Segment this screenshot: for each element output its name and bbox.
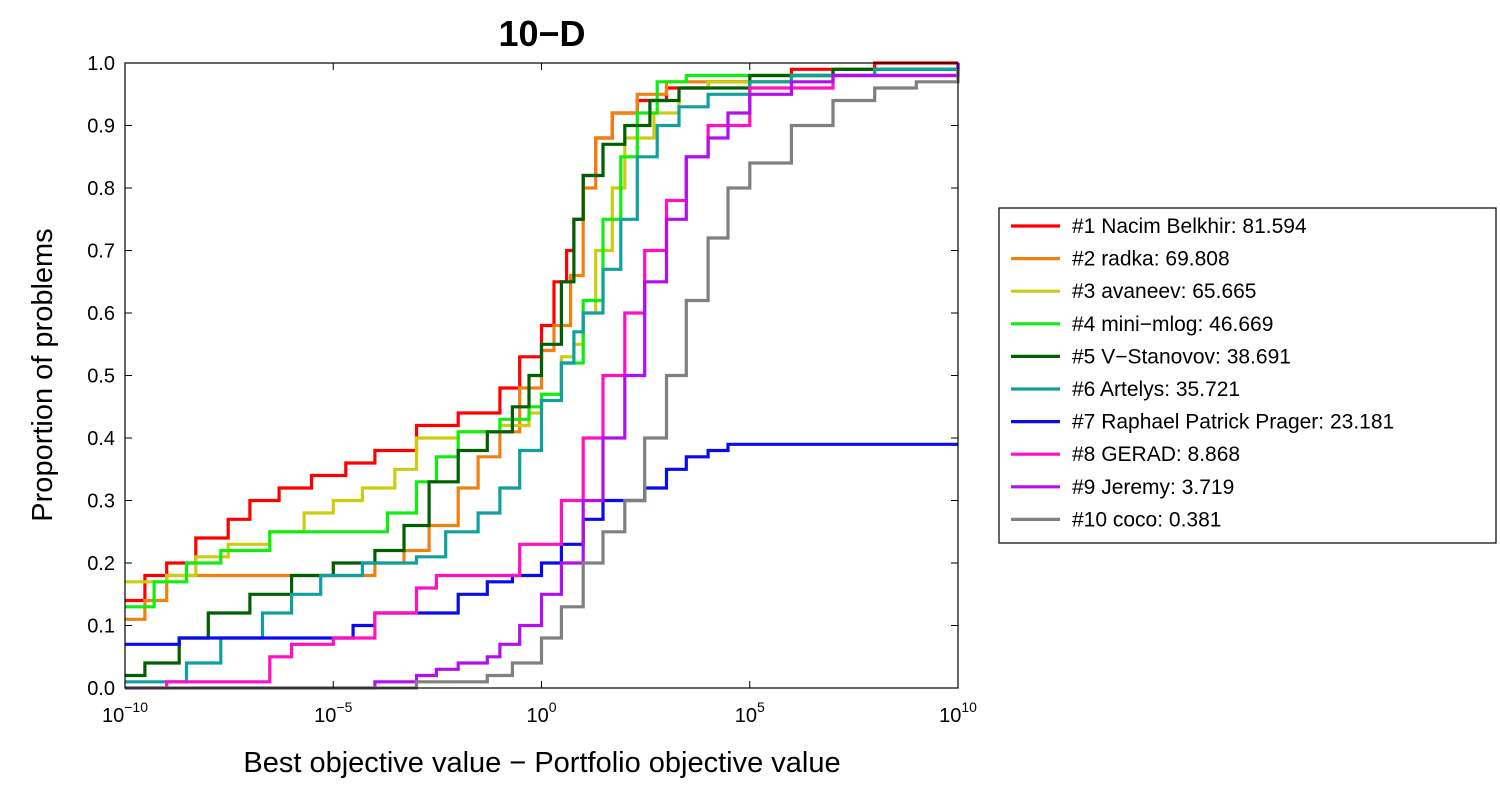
x-tick-base: 10	[314, 705, 336, 727]
y-tick-label: 0.4	[87, 428, 115, 450]
y-tick-label: 0.9	[87, 116, 115, 138]
series-line-9	[125, 63, 960, 690]
y-tick-label: 0.8	[87, 178, 115, 200]
x-tick-base: 10	[102, 705, 124, 727]
y-axis-label: Proportion of problems	[27, 228, 59, 521]
y-tick-label: 0.5	[87, 366, 115, 388]
y-tick-label: 0.1	[87, 616, 115, 638]
legend-label-2: #2 radka: 69.808	[1072, 248, 1230, 271]
y-tick-label: 0.0	[87, 678, 115, 700]
y-tick-label: 0.6	[87, 303, 115, 325]
legend-label-4: #4 mini−mlog: 46.669	[1072, 313, 1273, 336]
x-tick-label: 1010	[939, 699, 977, 727]
y-tick-label: 0.7	[87, 241, 115, 263]
x-tick-base: 10	[939, 705, 961, 727]
legend-label-1: #1 Nacim Belkhir: 81.594	[1072, 215, 1307, 238]
legend-label-8: #8 GERAD: 8.868	[1072, 443, 1240, 466]
y-tick-label: 1.0	[87, 53, 115, 75]
x-tick-base: 10	[735, 705, 757, 727]
legend-label-7: #7 Raphael Patrick Prager: 23.181	[1072, 411, 1394, 434]
plot-frame	[124, 62, 959, 689]
series-line-5	[125, 63, 960, 678]
x-tick-label: 10−5	[314, 699, 352, 727]
series-line-6	[125, 63, 960, 684]
x-axis-label: Best objective value − Portfolio objecti…	[243, 747, 840, 779]
x-tick-label: 10−10	[102, 699, 148, 727]
legend-label-5: #5 V−Stanovov: 38.691	[1072, 345, 1291, 368]
plot-series	[125, 61, 960, 690]
legend-label-9: #9 Jeremy: 3.719	[1072, 476, 1234, 499]
chart-title: 10−D	[498, 13, 585, 54]
x-tick-label: 100	[526, 699, 556, 727]
axis-ticks: 0.00.10.20.30.40.50.60.70.80.91.010−10 10…	[87, 53, 977, 727]
series-line-2	[125, 63, 960, 621]
x-tick-base: 10	[526, 705, 548, 727]
legend-label-6: #6 Artelys: 35.721	[1072, 378, 1240, 401]
x-tick-label: 105	[735, 699, 765, 727]
legend: #1 Nacim Belkhir: 81.594 #2 radka: 69.808…	[998, 207, 1497, 544]
series-line-10	[125, 69, 960, 690]
x-tick-exponent: 0	[549, 699, 557, 715]
legend-label-3: #3 avaneev: 65.665	[1072, 280, 1257, 303]
x-tick-exponent: 10	[961, 699, 977, 715]
x-tick-exponent: −10	[124, 699, 148, 715]
legend-label-10: #10 coco: 0.381	[1072, 508, 1221, 531]
y-tick-label: 0.3	[87, 491, 115, 513]
x-tick-exponent: 5	[757, 699, 765, 715]
x-tick-exponent: −5	[336, 699, 352, 715]
y-tick-label: 0.2	[87, 553, 115, 575]
legend-box	[998, 207, 1497, 544]
series-line-1	[125, 61, 958, 603]
